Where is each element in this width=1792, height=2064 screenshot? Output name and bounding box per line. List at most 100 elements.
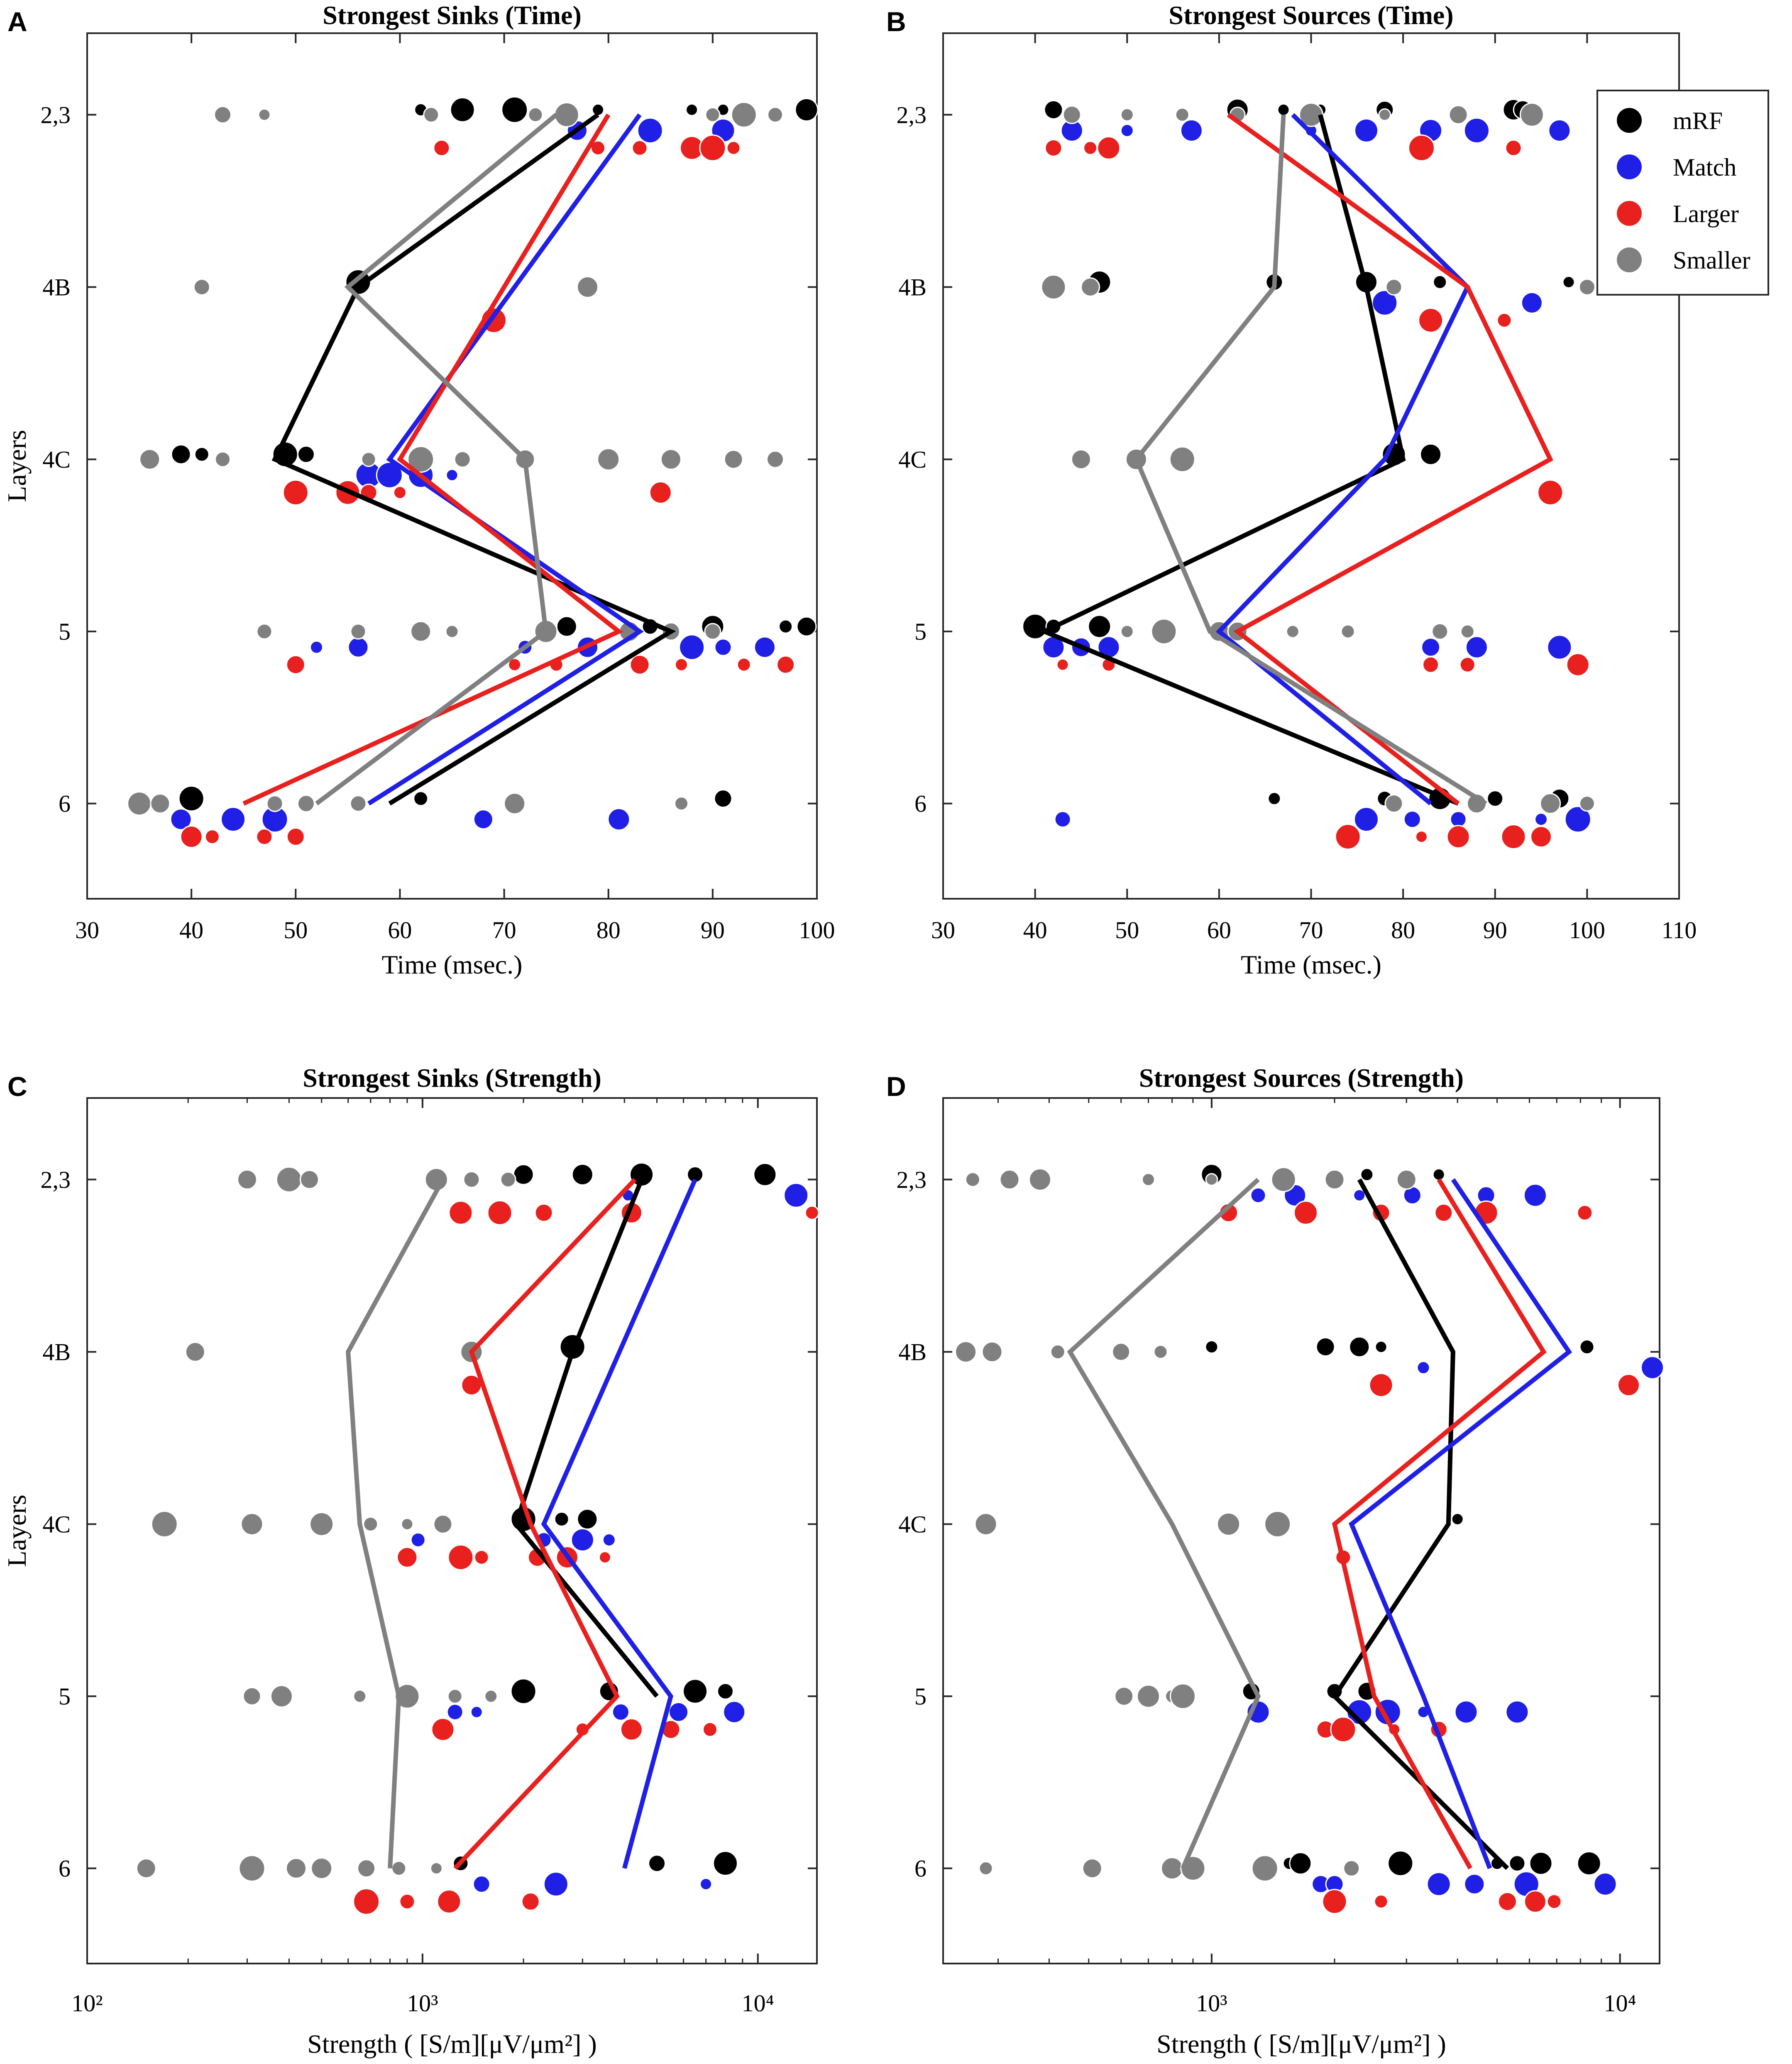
- data-point-match: [1505, 1700, 1529, 1724]
- data-point-smaller: [193, 279, 210, 296]
- data-point-mrf: [1432, 1168, 1445, 1181]
- data-point-larger: [649, 481, 672, 504]
- data-point-smaller: [1251, 1855, 1279, 1882]
- data-point-mrf: [648, 1854, 666, 1873]
- data-point-larger: [1501, 824, 1526, 850]
- y-tick-label: 4B: [898, 274, 927, 301]
- data-point-smaller: [297, 795, 315, 813]
- data-point-smaller: [309, 1511, 334, 1536]
- data-point-smaller: [185, 1342, 205, 1362]
- data-point-smaller: [999, 1169, 1020, 1190]
- data-point-smaller: [1579, 795, 1595, 812]
- data-point-mrf: [1562, 276, 1575, 289]
- data-point-larger: [437, 1889, 462, 1914]
- data-point-smaller: [266, 795, 284, 812]
- panel-letter: D: [886, 1071, 906, 1102]
- data-point-match: [570, 1528, 594, 1552]
- series-line-larger: [1332, 1178, 1547, 1870]
- data-point-smaller: [724, 449, 743, 469]
- data-point-smaller: [965, 1171, 980, 1187]
- series-line-smaller: [315, 113, 558, 806]
- data-point-smaller: [1169, 1683, 1196, 1709]
- data-point-match: [1403, 810, 1421, 829]
- data-point-smaller: [1041, 274, 1066, 300]
- data-point-smaller: [1120, 624, 1134, 638]
- data-point-larger: [1374, 1894, 1389, 1909]
- data-point-match: [1250, 1187, 1266, 1203]
- data-point-larger: [393, 485, 407, 499]
- data-point-mrf: [682, 1678, 708, 1704]
- data-point-larger: [1083, 140, 1098, 155]
- data-point-larger: [1422, 656, 1440, 673]
- panel-letter: C: [7, 1071, 27, 1102]
- data-point-larger: [598, 1550, 611, 1564]
- data-point-mrf: [1044, 100, 1063, 120]
- data-point-smaller: [1029, 1168, 1052, 1191]
- data-point-match: [1353, 1189, 1366, 1202]
- series-line-smaller: [1067, 1178, 1261, 1869]
- data-point-mrf: [1205, 1340, 1219, 1354]
- data-point-smaller: [270, 1685, 293, 1708]
- data-point-smaller: [276, 1166, 302, 1193]
- data-point-smaller: [704, 623, 721, 640]
- y-tick-label: 6: [59, 790, 71, 817]
- panel-letter: B: [886, 6, 906, 37]
- data-point-smaller: [463, 1171, 480, 1188]
- y-axis-label: Layers: [2, 430, 32, 502]
- data-point-smaller: [731, 101, 757, 128]
- x-tick-label: 80: [1391, 917, 1415, 944]
- data-point-smaller: [1324, 1169, 1345, 1190]
- data-point-match: [220, 807, 246, 832]
- x-tick-label: 60: [1207, 917, 1231, 944]
- data-point-smaller: [484, 1689, 498, 1703]
- series-line-match: [541, 1179, 697, 1869]
- data-point-larger: [1566, 653, 1590, 677]
- data-point-larger: [1617, 1374, 1640, 1397]
- data-point-match: [472, 1875, 491, 1893]
- x-tick-label: 30: [75, 917, 99, 944]
- x-tick-label: 80: [597, 917, 621, 944]
- data-point-smaller: [423, 106, 440, 123]
- panel-C: C Strongest Sinks (Strength) 2,3 4B 4C 5 6 10² 1…: [2, 1063, 819, 2059]
- data-point-larger: [1505, 139, 1522, 157]
- data-point-smaller: [240, 1512, 264, 1536]
- axes-frame: [86, 1097, 818, 1964]
- data-point-smaller: [1271, 1167, 1296, 1192]
- data-point-smaller: [150, 793, 171, 814]
- legend-label: mRF: [1673, 107, 1723, 135]
- data-point-match: [1454, 1700, 1478, 1724]
- data-point-match: [714, 638, 732, 656]
- data-point-match: [1372, 290, 1398, 316]
- data-point-match: [1346, 1699, 1373, 1725]
- data-point-smaller: [1120, 108, 1134, 122]
- data-point-mrf: [778, 619, 793, 634]
- data-point-larger: [804, 1205, 819, 1220]
- axes-frame: [86, 32, 818, 900]
- data-point-smaller: [430, 1862, 443, 1875]
- data-point-smaller: [1578, 279, 1596, 296]
- data-point-larger: [1577, 1204, 1593, 1221]
- data-point-mrf: [716, 1683, 734, 1700]
- data-point-smaller: [1161, 1857, 1184, 1880]
- x-tick-label: 70: [492, 917, 516, 944]
- data-point-smaller: [766, 450, 785, 468]
- data-point-larger: [1044, 139, 1063, 157]
- data-point-smaller: [361, 451, 376, 467]
- data-point-larger: [433, 139, 450, 157]
- data-point-smaller: [1217, 1512, 1241, 1536]
- data-point-match: [723, 1700, 746, 1724]
- data-point-match: [1593, 1872, 1617, 1896]
- series-line-match: [1349, 1178, 1572, 1869]
- data-point-smaller: [1343, 1860, 1360, 1877]
- data-point-mrf: [592, 103, 605, 116]
- data-point-mrf: [1374, 1340, 1388, 1354]
- data-point-smaller: [214, 451, 231, 467]
- data-point-smaller: [1169, 446, 1195, 472]
- x-tick-label: 50: [1115, 917, 1139, 944]
- data-point-larger: [282, 479, 309, 506]
- data-point-smaller: [151, 1510, 178, 1538]
- data-point-smaller: [1175, 107, 1190, 122]
- y-tick-label: 5: [914, 618, 927, 645]
- data-point-smaller: [974, 1512, 997, 1536]
- data-point-mrf: [571, 1163, 594, 1186]
